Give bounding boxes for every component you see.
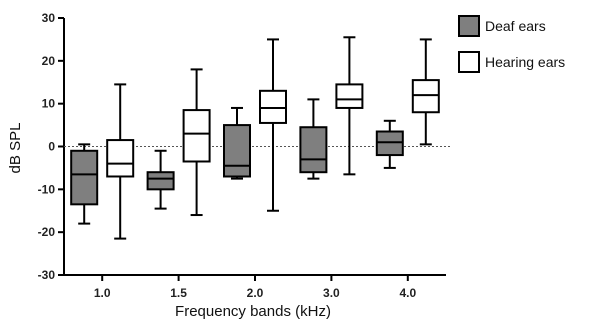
y-tick-label: 0 [48,140,55,154]
x-tick-label: 1.5 [170,286,187,300]
legend-swatch [458,15,480,37]
x-tick-label: 1.0 [94,286,111,300]
y-tick-label: 20 [42,54,56,68]
legend-label: Hearing ears [485,54,565,70]
legend-swatch [458,51,480,73]
box-deaf [70,149,99,206]
legend-label: Deaf ears [485,18,546,34]
box-hearing [335,83,364,109]
box-deaf [223,124,251,178]
box-hearing [182,109,211,163]
y-tick-label: 30 [42,11,56,25]
box-hearing [411,79,440,114]
x-axis-title: Frequency bands (kHz) [175,303,331,320]
y-tick-label: -30 [38,268,56,282]
box-hearing [259,89,287,124]
x-tick-label: 2.0 [247,286,264,300]
box-hearing [106,139,135,178]
y-tick-label: -20 [38,225,56,239]
box-deaf [146,171,175,191]
y-axis-title: dB SPL [7,123,24,174]
box-deaf [375,130,404,157]
x-tick-label: 4.0 [399,286,416,300]
x-tick-label: 3.0 [323,286,340,300]
plot-area: -30 -20 -10 0 10 20 30 1.0 1.5 2.0 3.0 4.0 [38,11,452,300]
box-deaf [299,126,328,174]
y-tick-label: 10 [42,97,56,111]
y-tick-label: -10 [38,182,56,196]
legend: Deaf ears Hearing ears [458,15,565,73]
